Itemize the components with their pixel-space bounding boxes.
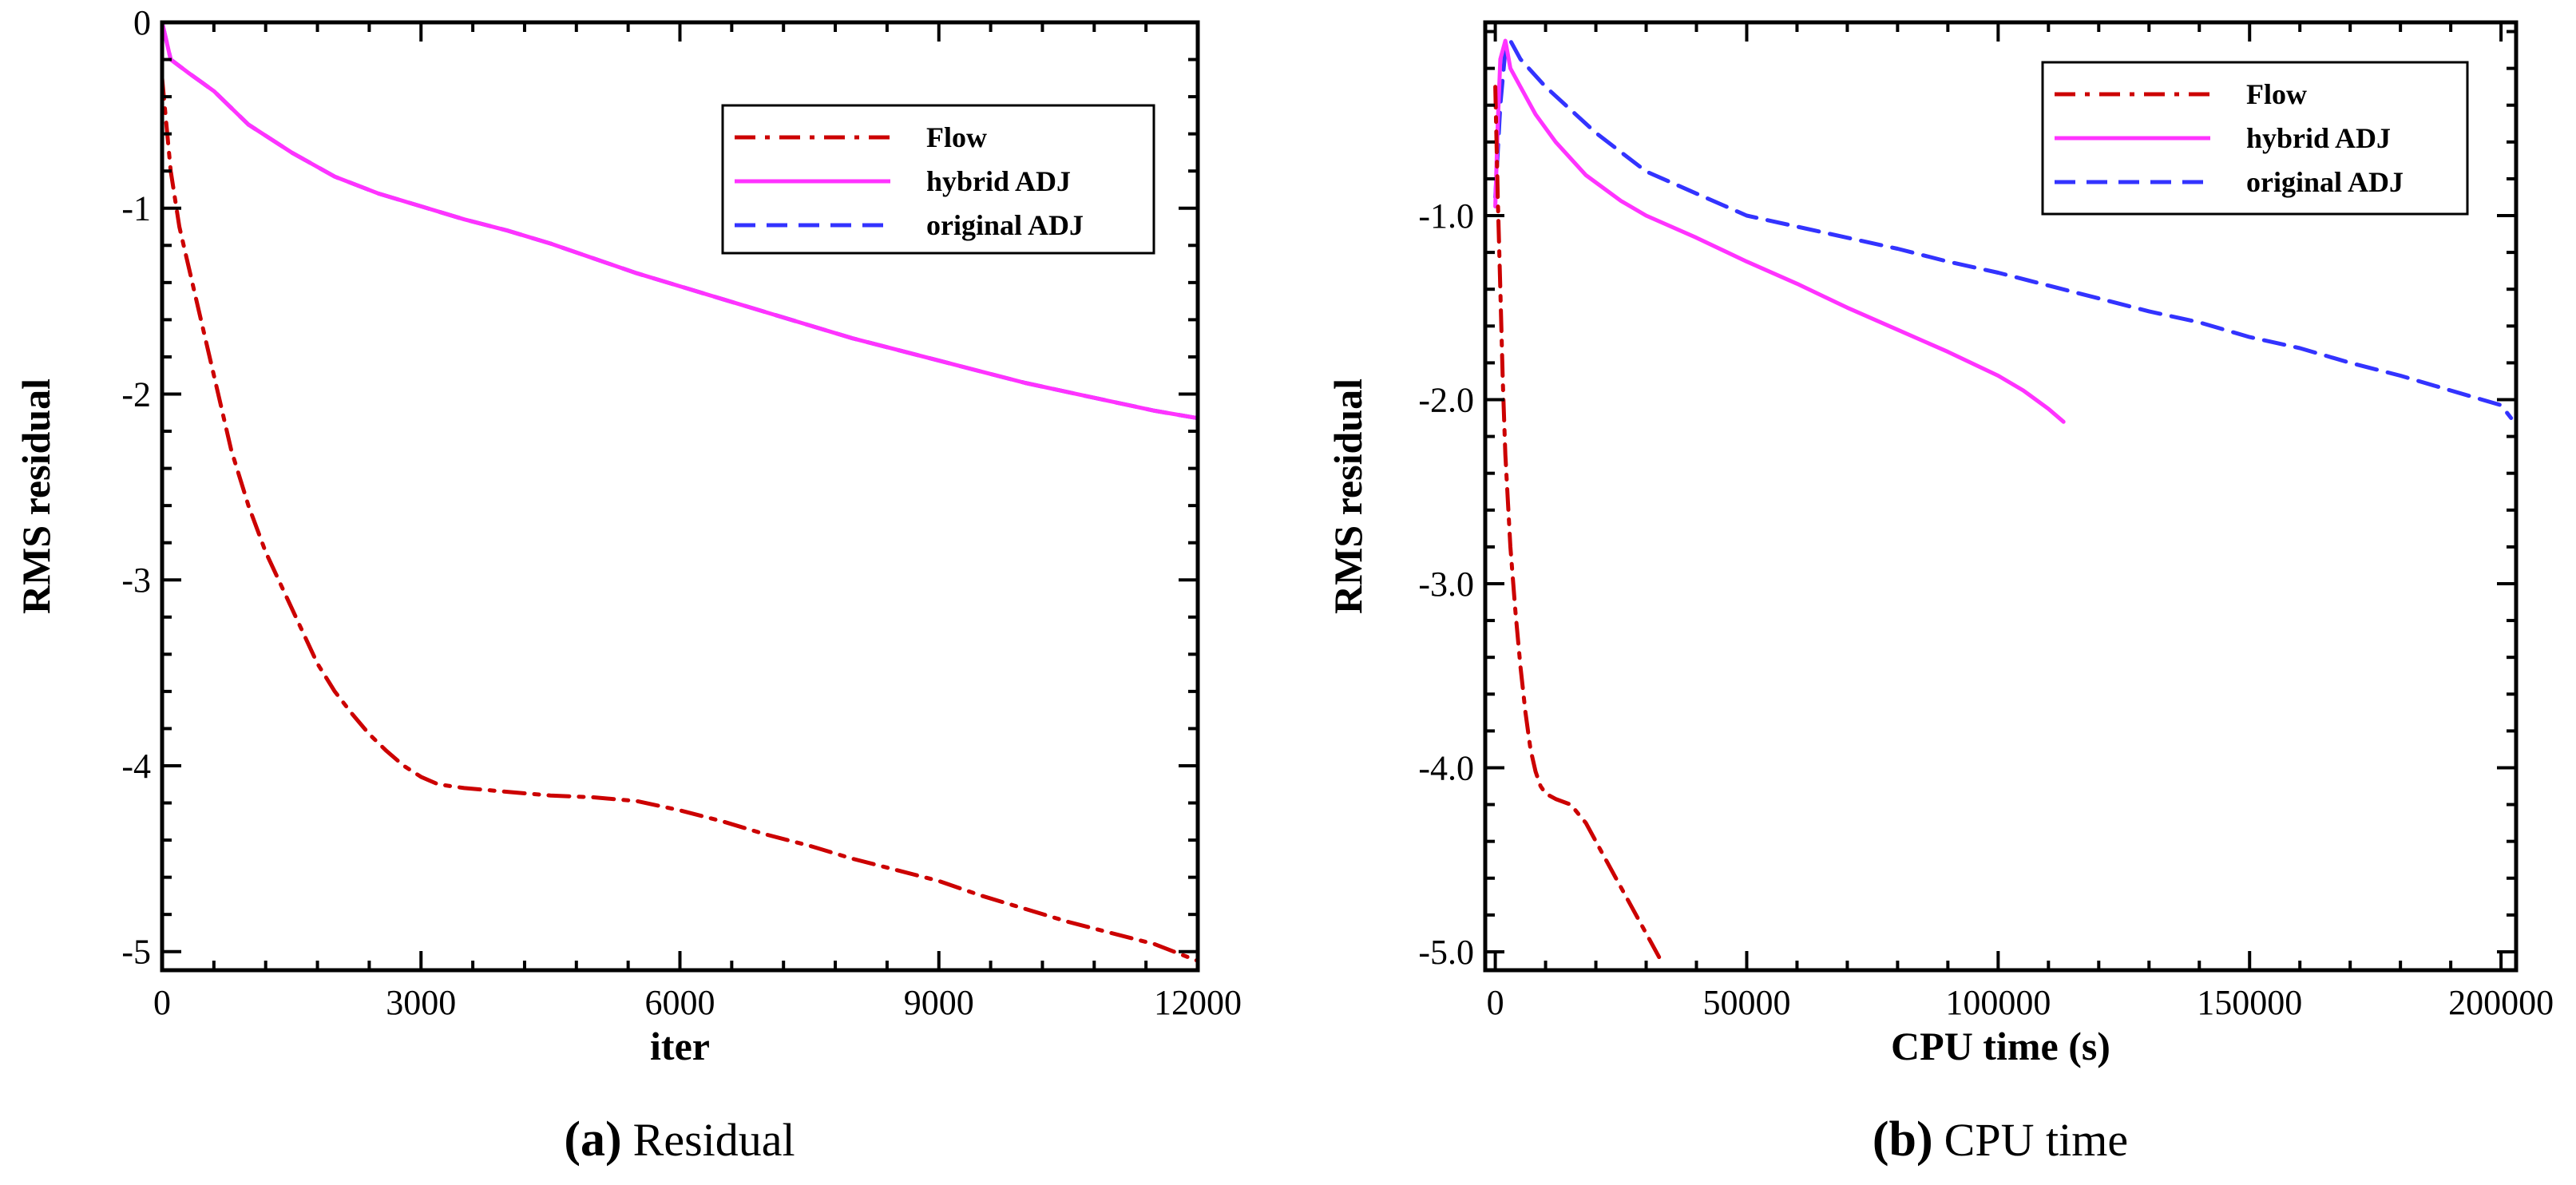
ticks-layer: 0 3000 6000 9000 12000 0 -1 -2 -3 -4 -5 (121, 3, 1242, 1022)
caption-letter: (b) (1873, 1112, 1933, 1167)
legend-label-original-adj: original ADJ (2246, 166, 2404, 198)
caption: (a) Residual (564, 1112, 795, 1167)
x-tick-label: 150000 (2197, 983, 2302, 1022)
y-tick-label: -3.0 (1418, 565, 1474, 604)
ticks-layer: 0 50000 100000 150000 200000 -1.0 -2.0 -3.0 -4.0… (1418, 22, 2554, 1022)
legend-label-hybrid-adj: hybrid ADJ (926, 165, 1071, 197)
caption: (b) CPU time (1873, 1112, 2128, 1167)
legend-label-hybrid-adj: hybrid ADJ (2246, 122, 2391, 154)
caption-text: Residual (633, 1114, 795, 1166)
series-line-hybrid-adj (160, 20, 1200, 421)
legend-label-original-adj: original ADJ (926, 209, 1084, 241)
chart-panel-residual: 0 3000 6000 9000 12000 0 -1 -2 -3 -4 -5 iter RMS r… (14, 3, 1242, 1167)
y-axis-title: RMS residual (14, 378, 58, 614)
plot-frame (1483, 20, 2519, 973)
y-tick-label: -2.0 (1418, 380, 1474, 419)
legend-label-flow: Flow (2246, 78, 2307, 110)
x-tick-label: 12000 (1154, 983, 1242, 1022)
y-tick-label: -1.0 (1418, 196, 1474, 236)
chart-panel-cpu-time: 0 50000 100000 150000 200000 -1.0 -2.0 -3.0 -4.0… (1326, 20, 2554, 1167)
x-tick-label: 200000 (2448, 983, 2554, 1022)
series-line-original-adj (1493, 38, 2514, 420)
x-tick-label: 3000 (386, 983, 456, 1022)
y-tick-label: -4 (121, 747, 151, 786)
x-tick-label: 50000 (1702, 983, 1790, 1022)
x-tick-label: 100000 (1945, 983, 2051, 1022)
x-tick-label: 9000 (904, 983, 974, 1022)
series-line-flow (160, 76, 1200, 963)
legend: Flow hybrid ADJ original ADJ (721, 104, 1155, 255)
y-tick-label: -3 (121, 561, 151, 600)
y-tick-label: 0 (133, 3, 151, 42)
x-axis-title: iter (650, 1024, 710, 1068)
x-tick-label: 6000 (645, 983, 715, 1022)
series-line-hybrid-adj (1493, 38, 2066, 424)
legend: Flow hybrid ADJ original ADJ (2041, 61, 2469, 216)
x-tick-label: 0 (1487, 983, 1504, 1022)
y-axis-title: RMS residual (1326, 378, 1370, 614)
series-layer (1493, 38, 2514, 963)
legend-label-flow: Flow (926, 121, 987, 153)
y-tick-label: -2 (121, 375, 151, 414)
y-tick-label: -4.0 (1418, 748, 1474, 787)
series-layer (160, 20, 1200, 963)
y-tick-label: -5 (121, 933, 151, 972)
y-tick-label: -1 (121, 189, 151, 228)
x-tick-label: 0 (153, 983, 171, 1022)
caption-text: CPU time (1944, 1114, 2128, 1166)
x-axis-title: CPU time (s) (1891, 1024, 2110, 1068)
series-line-flow (1493, 85, 1663, 963)
y-tick-label: -5.0 (1418, 933, 1474, 972)
caption-letter: (a) (564, 1112, 621, 1167)
